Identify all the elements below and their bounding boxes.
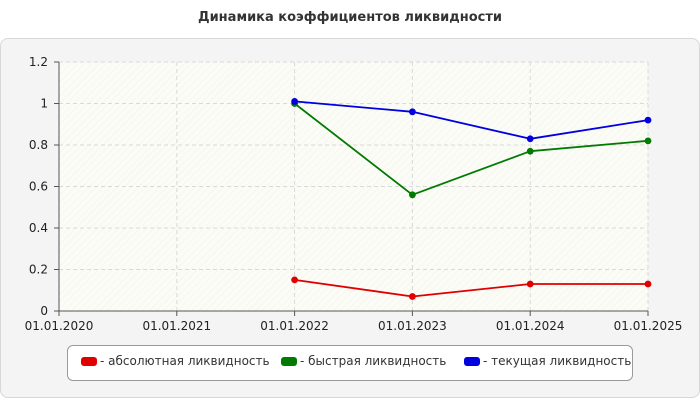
data-point-0 xyxy=(644,280,652,288)
data-point-2 xyxy=(409,108,416,116)
data-point-1 xyxy=(409,191,416,199)
y-tick-label: 0.4 xyxy=(29,221,48,235)
series-line-0 xyxy=(294,279,648,298)
axes: 0 0.2 0.4 0.6 0.8 1 1.2 01.01.2020 01.01.2021 01.… xyxy=(25,55,683,333)
series xyxy=(291,98,652,300)
y-tick-label: 0.2 xyxy=(29,263,48,277)
x-tick-label: 01.01.2022 xyxy=(260,319,329,333)
legend: - абсолютная ликвидность - быстрая ликви… xyxy=(67,345,633,381)
y-tick-label: 0 xyxy=(40,304,48,318)
data-point-2 xyxy=(644,116,652,124)
data-point-1 xyxy=(526,147,534,155)
legend-swatch-current xyxy=(464,356,480,366)
x-tick-label: 01.01.2020 xyxy=(25,319,94,333)
legend-item-current: - текущая ликвидность xyxy=(464,354,631,368)
data-point-1 xyxy=(644,137,652,145)
legend-label-current: - текущая ликвидность xyxy=(483,354,632,368)
y-tick-label: 0.6 xyxy=(29,180,48,194)
y-tick-label: 1 xyxy=(40,97,48,111)
x-tick-label: 01.01.2021 xyxy=(142,319,211,333)
y-tick-label: 0.8 xyxy=(29,138,48,152)
data-point-2 xyxy=(291,98,298,105)
series-line-1 xyxy=(294,102,649,196)
data-point-0 xyxy=(409,293,416,300)
chart-title: Динамика коэффициентов ликвидности xyxy=(198,10,502,25)
series-line-2 xyxy=(294,100,649,140)
legend-label-absolute: - абсолютная ликвидность xyxy=(100,354,270,368)
x-tick-label: 01.01.2025 xyxy=(614,319,683,333)
legend-label-quick: - быстрая ликвидность xyxy=(300,354,447,368)
legend-item-quick: - быстрая ликвидность xyxy=(281,354,446,368)
x-tick-label: 01.01.2024 xyxy=(496,319,565,333)
legend-swatch-quick xyxy=(281,356,297,366)
data-point-0 xyxy=(291,276,298,284)
data-point-0 xyxy=(526,280,534,288)
grid xyxy=(59,61,649,311)
y-tick-label: 1.2 xyxy=(29,55,48,69)
legend-item-absolute: - абсолютная ликвидность xyxy=(81,354,270,368)
x-tick-label: 01.01.2023 xyxy=(378,319,447,333)
legend-swatch-absolute xyxy=(81,356,97,366)
data-point-2 xyxy=(526,135,534,143)
